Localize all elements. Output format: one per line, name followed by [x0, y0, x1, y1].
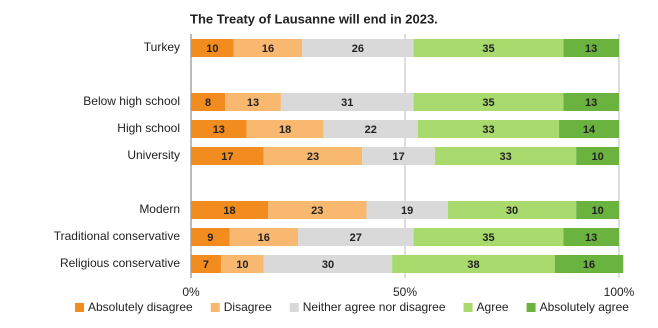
bar-segment — [563, 39, 619, 57]
x-tick-label: 100% — [604, 285, 635, 299]
value-label: 22 — [365, 124, 377, 136]
legend-swatch — [526, 303, 536, 312]
bar-segment — [191, 93, 226, 111]
value-label: 10 — [236, 259, 248, 271]
bar-segment — [246, 120, 324, 138]
chart-title: The Treaty of Lausanne will end in 2023. — [190, 11, 438, 26]
bar-segment — [563, 93, 619, 111]
bar-segment — [263, 147, 363, 165]
value-label: 18 — [223, 205, 235, 217]
y-tick-label: Below high school — [83, 94, 180, 108]
bar-segment — [302, 39, 414, 57]
bar-segment — [413, 39, 564, 57]
bar-segment — [191, 39, 234, 57]
value-label: 16 — [258, 232, 270, 244]
legend-swatch — [210, 303, 220, 312]
value-label: 33 — [499, 151, 511, 163]
bar-segment — [280, 93, 414, 111]
y-tick-label: Modern — [139, 202, 180, 216]
value-label: 27 — [350, 232, 362, 244]
bar-segment — [413, 228, 564, 246]
y-tick-label: High school — [117, 121, 180, 135]
bar-segment — [559, 120, 619, 138]
value-label: 35 — [482, 43, 494, 55]
bar-segment — [554, 255, 624, 273]
bar-segment — [191, 201, 269, 219]
y-tick-label: Traditional conservative — [54, 229, 181, 243]
value-label: 26 — [352, 43, 364, 55]
legend-label: Agree — [477, 300, 509, 314]
value-label: 19 — [401, 205, 413, 217]
bar-segment — [434, 147, 577, 165]
x-tick-label: 0% — [182, 285, 200, 299]
legend-swatch — [75, 303, 84, 312]
bar-segment — [298, 228, 414, 246]
value-label: 17 — [221, 151, 233, 163]
bar-segment — [191, 120, 247, 138]
value-label: 9 — [207, 232, 213, 244]
value-label: 35 — [482, 232, 494, 244]
value-label: 23 — [307, 151, 319, 163]
value-label: 18 — [279, 124, 291, 136]
bar-segment — [563, 228, 619, 246]
value-label: 35 — [482, 97, 494, 109]
bar-segment — [447, 201, 577, 219]
value-label: 13 — [585, 97, 597, 109]
value-label: 17 — [392, 151, 404, 163]
value-label: 13 — [213, 124, 225, 136]
bar-segment — [576, 147, 619, 165]
x-tick-label: 50% — [393, 285, 417, 299]
y-tick-label: University — [127, 148, 180, 162]
bar-segment — [323, 120, 418, 138]
value-label: 13 — [585, 43, 597, 55]
value-label: 10 — [206, 43, 218, 55]
y-tick-label: Turkey — [144, 40, 180, 54]
bar-segment — [225, 93, 281, 111]
value-label: 23 — [311, 205, 323, 217]
legend-label: Neither agree nor disagree — [303, 300, 446, 314]
value-label: 38 — [467, 259, 479, 271]
value-label: 10 — [591, 205, 603, 217]
bar-segment — [263, 255, 393, 273]
value-label: 8 — [205, 97, 211, 109]
value-label: 30 — [506, 205, 518, 217]
legend-swatch — [463, 303, 473, 312]
value-label: 13 — [247, 97, 259, 109]
value-label: 10 — [591, 151, 603, 163]
value-label: 30 — [322, 259, 334, 271]
legend-label: Absolutely agree — [540, 300, 630, 314]
bar-segment — [576, 201, 619, 219]
value-label: 16 — [583, 259, 595, 271]
value-label: 14 — [583, 124, 596, 136]
legend-label: Disagree — [224, 300, 272, 314]
bar-segment — [191, 228, 230, 246]
legend-swatch — [289, 303, 299, 312]
value-label: 33 — [482, 124, 494, 136]
legend-label: Absolutely disagree — [88, 300, 193, 314]
bar-segment — [233, 39, 303, 57]
value-label: 16 — [262, 43, 274, 55]
bar-segment — [413, 93, 564, 111]
bar-segment — [366, 201, 448, 219]
bar-segment — [362, 147, 435, 165]
bar-segment — [191, 147, 264, 165]
bar-segment — [191, 255, 221, 273]
value-label: 31 — [341, 97, 353, 109]
bar-segment — [229, 228, 298, 246]
value-label: 7 — [203, 259, 209, 271]
bar-segment — [220, 255, 264, 273]
value-label: 13 — [585, 232, 597, 244]
bar-segment — [417, 120, 560, 138]
y-tick-label: Religious conservative — [60, 256, 180, 270]
bar-segment — [268, 201, 367, 219]
bar-segment — [392, 255, 555, 273]
